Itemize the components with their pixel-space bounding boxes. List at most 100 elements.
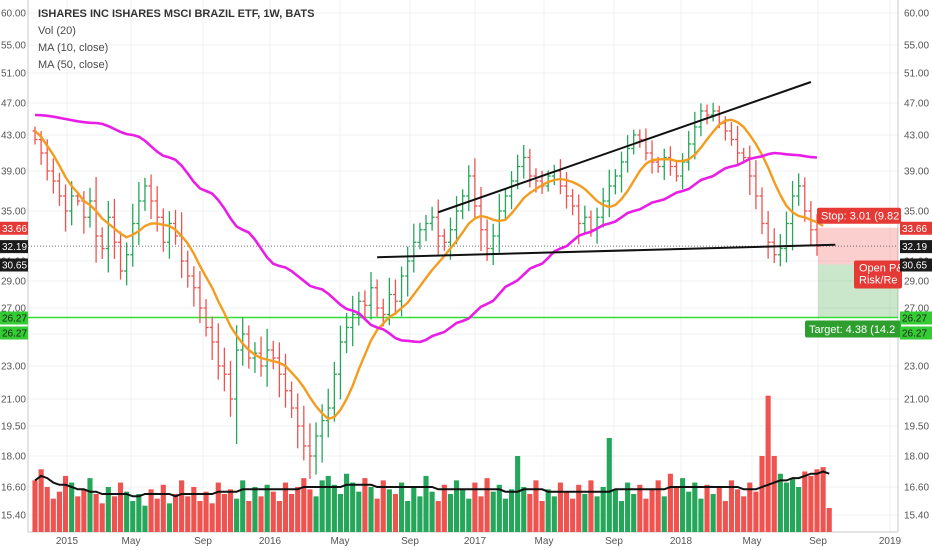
volume-bar xyxy=(478,496,484,532)
volume-bar xyxy=(32,480,38,532)
y-tick-label-right: 39.00 xyxy=(904,167,929,178)
volume-bar xyxy=(783,482,790,532)
volume-bar xyxy=(62,475,69,532)
volume-bar xyxy=(356,491,362,532)
x-tick-label: Sep xyxy=(809,536,827,547)
volume-bar xyxy=(655,480,661,532)
volume-bar xyxy=(154,498,160,532)
volume-bar xyxy=(136,494,142,532)
stop-label-box xyxy=(817,207,901,224)
stop-label: Stop: 3.01 (9.82 xyxy=(817,207,901,224)
open-pl-label: Open P&Risk/Re xyxy=(854,260,904,289)
price-bar xyxy=(502,189,508,220)
volume-bar xyxy=(252,487,258,532)
price-bar xyxy=(264,328,270,387)
volume-bar xyxy=(160,484,166,532)
legend-ma10[interactable]: MA (10, close) xyxy=(38,42,109,54)
price-bar xyxy=(289,381,295,419)
price-bar xyxy=(564,172,570,209)
price-tag-box xyxy=(900,221,932,235)
volume-bar xyxy=(185,496,191,532)
stop-zone xyxy=(818,227,898,265)
right-price-tag-entry: 30.65 xyxy=(900,258,932,272)
x-tick-label: Sep xyxy=(194,536,212,547)
price-bar xyxy=(392,279,398,315)
price-bar xyxy=(637,129,643,148)
volume-bar xyxy=(392,494,399,532)
volume-bar xyxy=(576,484,582,532)
price-bar xyxy=(417,222,423,250)
price-bar xyxy=(295,393,301,449)
price-bar xyxy=(307,423,313,479)
volume-bar xyxy=(527,494,533,532)
volume-bar xyxy=(50,498,56,532)
y-tick-label-right: 35.00 xyxy=(904,207,929,218)
volume-bar xyxy=(496,484,502,532)
target-label-text: Target: 4.38 (14.2 xyxy=(809,324,895,336)
price-bar xyxy=(270,340,276,370)
price-bar xyxy=(258,336,264,377)
ma10-line xyxy=(34,118,824,420)
price-bar xyxy=(496,193,502,253)
volume-bar xyxy=(539,501,545,532)
x-tick-label: May xyxy=(743,536,762,547)
volume-bar xyxy=(295,487,301,532)
y-tick-label-right: 19.50 xyxy=(904,422,929,433)
price-bar xyxy=(344,312,350,354)
upper-trendline xyxy=(437,81,812,214)
volume-bar xyxy=(411,487,417,532)
volume-bar xyxy=(276,501,282,532)
price-bar xyxy=(136,182,142,245)
y-tick-label-left: 35.00 xyxy=(1,207,26,218)
price-tag-text: 26.27 xyxy=(2,328,27,339)
price-bar xyxy=(368,272,374,320)
y-tick-label-right: 18.00 xyxy=(904,452,929,463)
y-tick-label-right: 29.00 xyxy=(904,277,929,288)
volume-bar xyxy=(692,482,698,532)
volume-bar xyxy=(166,503,172,532)
y-tick-label-right: 51.00 xyxy=(904,69,929,80)
volume-bar xyxy=(44,487,50,532)
volume-bar xyxy=(735,489,741,532)
volume-bar xyxy=(466,498,472,532)
price-bar xyxy=(142,177,148,211)
price-bar xyxy=(203,299,209,337)
price-tag-text: 33.66 xyxy=(2,224,27,235)
volume-bar xyxy=(117,482,124,532)
volume-bar xyxy=(319,480,325,532)
legend-ma50[interactable]: MA (50, close) xyxy=(38,59,109,71)
volume-bar xyxy=(600,487,606,532)
volume-bar xyxy=(557,482,563,532)
right-price-tag-target: 26.27 xyxy=(900,311,932,325)
volume-bar xyxy=(631,494,637,532)
legend-volume[interactable]: Vol (20) xyxy=(38,25,76,37)
volume-bar xyxy=(258,496,264,532)
volume-bar xyxy=(380,480,386,532)
x-tick-label: 2019 xyxy=(879,536,902,547)
volume-bar xyxy=(362,478,368,532)
volume-bar xyxy=(191,487,197,532)
volume-bar xyxy=(606,438,612,532)
price-bar xyxy=(197,271,203,324)
volume-bar xyxy=(301,478,307,532)
volume-bars xyxy=(32,395,832,532)
volume-bar xyxy=(87,478,93,532)
volume-bar xyxy=(612,489,618,532)
price-bar xyxy=(93,177,99,263)
y-tick-label-right: 27.00 xyxy=(904,304,929,315)
y-tick-label-right: 43.00 xyxy=(904,131,929,142)
price-bar xyxy=(87,187,93,228)
volume-bar xyxy=(741,496,747,532)
volume-bar xyxy=(264,484,270,532)
volume-bar xyxy=(405,501,411,532)
price-bar xyxy=(447,217,453,260)
volume-bar xyxy=(344,473,350,532)
price-tag-box xyxy=(0,258,28,272)
y-tick-label-left: 16.60 xyxy=(1,483,26,494)
volume-bar xyxy=(716,487,722,532)
price-bar xyxy=(704,104,710,125)
grid-lines xyxy=(28,0,898,532)
volume-bar xyxy=(570,498,576,532)
